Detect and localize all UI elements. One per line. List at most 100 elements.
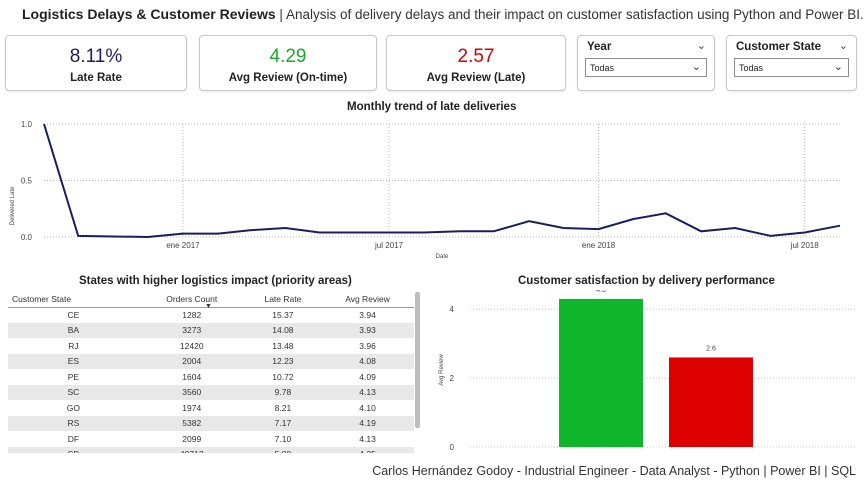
cell-avg-review: 4.13 <box>321 384 414 400</box>
bar-data-label: 2.6 <box>706 345 716 352</box>
bar-chart-y-tick: 2 <box>450 374 455 383</box>
chevron-down-icon[interactable]: ⌄ <box>696 40 706 52</box>
cell-avg-review: 4.08 <box>321 353 414 369</box>
bar-chart-y-tick: 4 <box>450 305 455 314</box>
cell-late-rate: 10.72 <box>272 371 294 382</box>
cell-late-rate: 12.23 <box>244 353 322 369</box>
cell-customer-state: GO <box>66 402 81 413</box>
cell-avg-review: 3.93 <box>321 322 414 338</box>
line-chart-x-tick: jul 2018 <box>790 241 820 250</box>
customer-state-slicer-title: Customer State <box>736 41 821 53</box>
chevron-down-icon[interactable]: ⌄ <box>838 40 848 52</box>
cell-avg-review: 3.96 <box>359 340 376 351</box>
table-scrollbar[interactable] <box>415 292 420 428</box>
cell-avg-review: 3.94 <box>359 310 376 320</box>
report-title: Logistics Delays & Customer Reviews <box>22 6 276 22</box>
cell-customer-state: SC <box>8 384 139 400</box>
year-dropdown[interactable]: Todas ⌄ <box>585 58 707 77</box>
bar-chart-ylabel: Avg Review <box>439 354 445 386</box>
cell-late-rate: 13.48 <box>272 340 294 351</box>
line-chart-x-tick: ene 2018 <box>582 241 616 250</box>
cell-avg-review: 4.19 <box>321 415 414 431</box>
column-header-late-rate[interactable]: Late Rate <box>244 291 322 308</box>
cell-late-rate: 14.08 <box>244 322 322 338</box>
cell-avg-review: 4.10 <box>359 402 376 413</box>
cell-orders-count: 2099 <box>182 433 202 444</box>
cell-late-rate: 8.21 <box>274 402 292 413</box>
kpi-avg-review-ontime: 4.29 Avg Review (On-time) <box>199 35 377 91</box>
cell-customer-state: CE <box>67 310 80 320</box>
late-deliveries-line-chart: 1.0 0.5 0.0 ene 2017 jul 2017 ene 2018 jul 20… <box>10 120 841 260</box>
cell-customer-state: SP <box>8 446 139 453</box>
cell-late-rate: 15.37 <box>272 310 294 320</box>
report-header: Logistics Delays & Customer Reviews | An… <box>22 6 864 22</box>
cell-orders-count: 40712 <box>138 446 245 453</box>
author-footer: Carlos Hernández Godoy - Industrial Engi… <box>372 464 856 478</box>
table-row[interactable]: PE 1604 10.72 4.09 <box>8 369 414 385</box>
cell-avg-review: 4.13 <box>359 433 376 444</box>
line-chart-y-tick: 0.5 <box>21 177 33 186</box>
dropdown-arrow-icon: ⌄ <box>833 61 843 73</box>
line-chart-x-tick: ene 2017 <box>166 241 200 250</box>
bar-data-label: 4.3 <box>596 290 606 294</box>
line-chart-xlabel: Date <box>436 254 449 260</box>
table-row[interactable]: RJ 12420 13.48 3.96 <box>8 338 414 354</box>
cell-late-rate: 7.17 <box>244 415 322 431</box>
satisfaction-bar-chart: 4 2 0 4.3 2.6 Avg Review <box>439 290 855 452</box>
table-row[interactable]: RS 5382 7.17 4.19 <box>8 415 414 431</box>
cell-customer-state: ES <box>8 353 139 369</box>
cell-customer-state: RS <box>8 415 139 431</box>
bar-chart-title: Customer satisfaction by delivery perfor… <box>518 275 775 287</box>
dropdown-arrow-icon: ⌄ <box>691 61 701 73</box>
table-row[interactable]: CE 1282 15.37 3.94 <box>8 307 414 323</box>
year-slicer-title: Year <box>587 41 612 53</box>
kpi-late-rate-value: 8.11% <box>69 46 123 67</box>
kpi-avg-review-late: 2.57 Avg Review (Late) <box>386 35 566 91</box>
column-header-orders-count[interactable]: Orders Count <box>138 291 245 308</box>
table-row[interactable]: DF 2099 7.10 4.13 <box>8 431 414 447</box>
cell-customer-state: PE <box>67 371 80 382</box>
table-title: States with higher logistics impact (pri… <box>79 275 352 287</box>
cell-orders-count: 3560 <box>138 384 245 400</box>
line-chart-ylabel: Delivered Late <box>10 186 16 225</box>
table-row[interactable]: SP407125.884.25 <box>8 446 414 453</box>
bar-late[interactable] <box>669 357 753 447</box>
kpi-avg-review-late-value: 2.57 <box>457 46 495 67</box>
bar-chart-y-tick: 0 <box>450 443 455 452</box>
report-subtitle: Analysis of delivery delays and their im… <box>285 7 864 22</box>
column-header-avg-review[interactable]: Avg Review <box>321 291 414 308</box>
line-chart-y-tick: 0.0 <box>21 233 33 242</box>
cell-avg-review: 4.09 <box>359 371 376 382</box>
column-header-customer-state[interactable]: Customer State <box>8 291 139 308</box>
customer-state-dropdown[interactable]: Todas ⌄ <box>734 58 849 77</box>
table-row[interactable]: SC 3560 9.78 4.13 <box>8 384 414 400</box>
kpi-avg-review-ontime-label: Avg Review (On-time) <box>228 72 348 84</box>
cell-late-rate: 7.10 <box>274 433 292 444</box>
cell-customer-state: BA <box>8 322 139 338</box>
cell-orders-count: 1974 <box>182 402 202 413</box>
cell-customer-state: DF <box>67 433 80 444</box>
cell-orders-count: 12420 <box>179 340 204 351</box>
table-row[interactable]: ES 2004 12.23 4.08 <box>8 353 414 369</box>
line-chart-x-tick: jul 2017 <box>374 241 404 250</box>
line-chart-title: Monthly trend of late deliveries <box>347 101 517 113</box>
kpi-avg-review-late-label: Avg Review (Late) <box>426 72 526 84</box>
line-chart-y-tick: 1.0 <box>21 120 33 129</box>
table-row[interactable]: GO 1974 8.21 4.10 <box>8 400 414 416</box>
sort-descending-icon[interactable]: ▼ <box>205 303 212 310</box>
cell-orders-count: 3273 <box>138 322 245 338</box>
kpi-late-rate: 8.11% Late Rate <box>5 35 187 91</box>
table-header-row: Customer State Orders Count Late Rate Av… <box>8 291 414 308</box>
title-separator: | <box>279 7 283 22</box>
cell-orders-count: 5382 <box>138 415 245 431</box>
table-row[interactable]: BA 3273 14.08 3.93 <box>8 322 414 338</box>
year-dropdown-value: Todas <box>590 63 615 73</box>
cell-orders-count: 1604 <box>182 371 202 382</box>
kpi-late-rate-label: Late Rate <box>70 72 122 84</box>
bar-on-time[interactable] <box>559 298 643 447</box>
cell-orders-count: 2004 <box>138 353 245 369</box>
cell-late-rate: 9.78 <box>244 384 322 400</box>
cell-customer-state: RJ <box>68 340 79 351</box>
kpi-avg-review-ontime-value: 4.29 <box>269 46 307 67</box>
cell-late-rate: 5.88 <box>244 446 322 453</box>
